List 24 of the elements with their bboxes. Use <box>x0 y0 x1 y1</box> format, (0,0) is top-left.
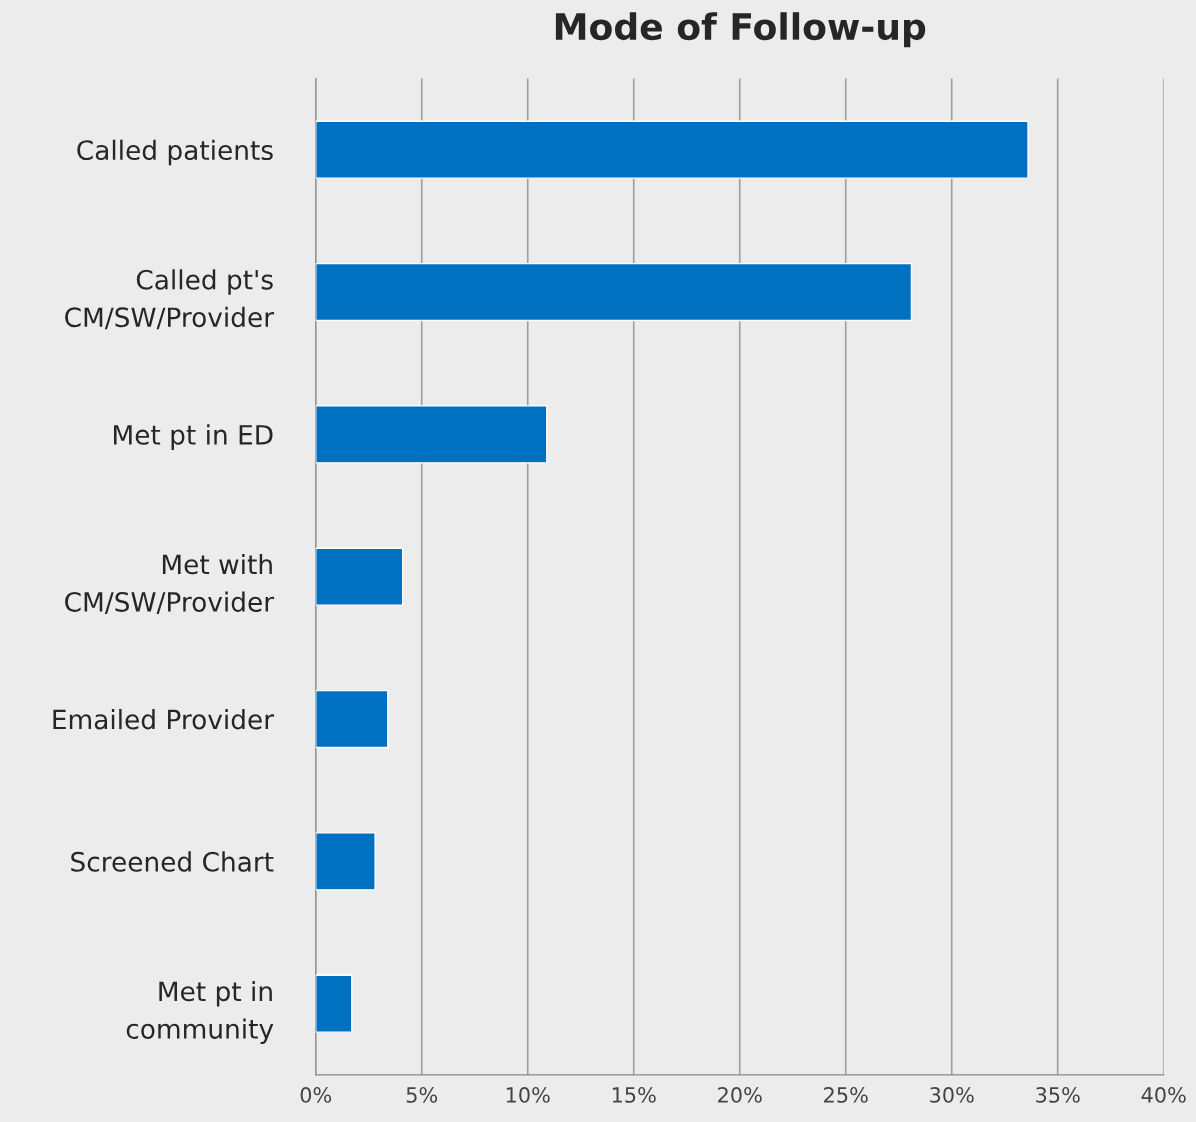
y-tick-label: Called patients <box>77 139 273 166</box>
y-tick-label: Emailed Provider <box>53 709 275 730</box>
x-tick-label: 10% <box>506 1087 550 1103</box>
x-tick-label: 35% <box>1036 1087 1080 1103</box>
x-tick-label: 0% <box>300 1087 332 1103</box>
bar <box>315 832 376 891</box>
y-tick-label: Screened Chart <box>71 851 274 872</box>
bar <box>315 689 389 749</box>
y-tick-label: Met pt in ED <box>114 424 273 450</box>
bar <box>315 405 548 464</box>
bar <box>315 262 913 322</box>
x-tick-label: 20% <box>718 1087 762 1103</box>
x-tick-label: 30% <box>930 1087 974 1103</box>
x-tick-label: 25% <box>824 1087 868 1103</box>
chart-title: Mode of Follow-up <box>555 12 926 48</box>
y-tick-label: Called pt's CM/SW/Provider <box>65 269 275 330</box>
y-tick-label: Met pt in community <box>126 980 274 1045</box>
bar <box>315 120 1029 179</box>
y-tick-label: Met with CM/SW/Provider <box>65 553 275 614</box>
x-tick-label: 5% <box>406 1087 438 1103</box>
bar <box>315 974 353 1033</box>
x-tick-label: 15% <box>612 1087 656 1103</box>
bar <box>315 547 404 606</box>
x-tick-label: 40% <box>1141 1087 1186 1103</box>
